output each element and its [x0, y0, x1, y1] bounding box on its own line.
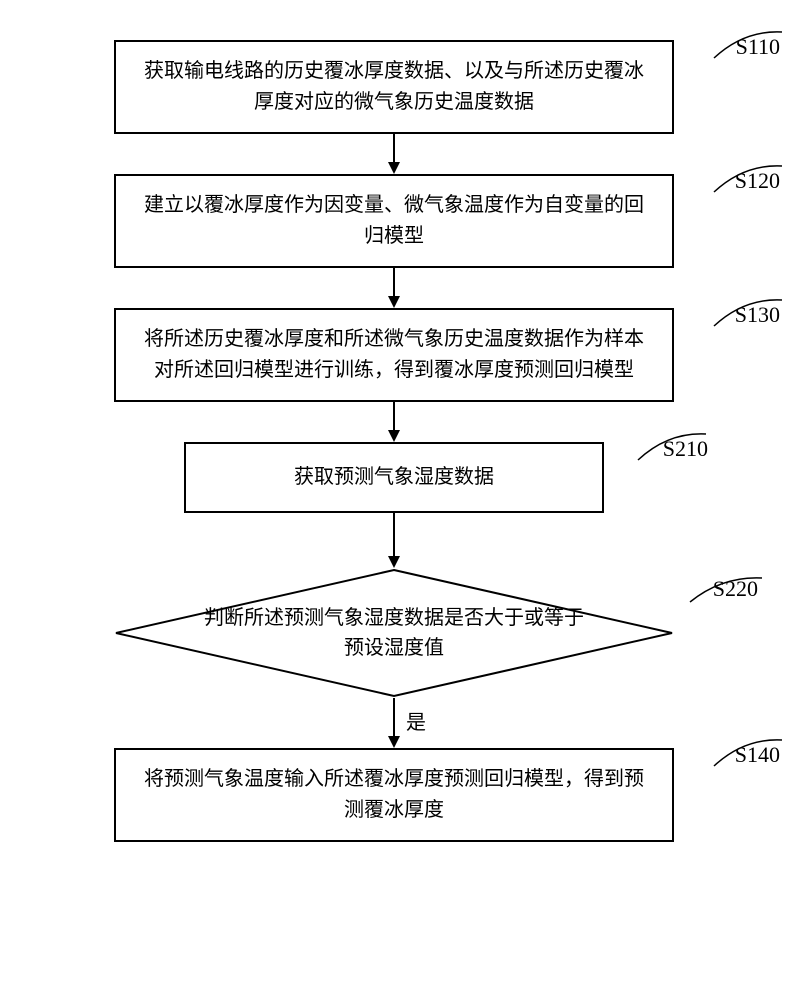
step-text: 获取预测气象湿度数据: [294, 466, 494, 488]
step-s140: 将预测气象温度输入所述覆冰厚度预测回归模型，得到预测覆冰厚度 S140: [64, 748, 724, 842]
step-label: S210: [663, 436, 708, 462]
step-text: 获取输电线路的历史覆冰厚度数据、以及与所述历史覆冰厚度对应的微气象历史温度数据: [144, 60, 644, 113]
step-label: S110: [736, 34, 780, 60]
step-text: 判断所述预测气象湿度数据是否大于或等于预设湿度值: [204, 603, 584, 663]
process-box: 将所述历史覆冰厚度和所述微气象历史温度数据作为样本对所述回归模型进行训练，得到覆…: [114, 308, 674, 402]
process-box: 获取输电线路的历史覆冰厚度数据、以及与所述历史覆冰厚度对应的微气象历史温度数据: [114, 40, 674, 134]
step-s210: 获取预测气象湿度数据 S210: [64, 442, 724, 513]
step-label: S140: [735, 742, 780, 768]
edge-label-yes: 是: [406, 706, 426, 735]
arrow: [64, 402, 724, 442]
step-s130: 将所述历史覆冰厚度和所述微气象历史温度数据作为样本对所述回归模型进行训练，得到覆…: [64, 308, 724, 402]
arrow: [64, 134, 724, 174]
process-box: 将预测气象温度输入所述覆冰厚度预测回归模型，得到预测覆冰厚度: [114, 748, 674, 842]
step-s220: 判断所述预测气象湿度数据是否大于或等于预设湿度值 S220: [64, 568, 724, 698]
flowchart: 获取输电线路的历史覆冰厚度数据、以及与所述历史覆冰厚度对应的微气象历史温度数据 …: [64, 40, 724, 842]
process-box: 建立以覆冰厚度作为因变量、微气象温度作为自变量的回归模型: [114, 174, 674, 268]
arrow: [64, 513, 724, 568]
step-s110: 获取输电线路的历史覆冰厚度数据、以及与所述历史覆冰厚度对应的微气象历史温度数据 …: [64, 40, 724, 134]
step-label: S220: [713, 576, 758, 602]
step-s120: 建立以覆冰厚度作为因变量、微气象温度作为自变量的回归模型 S120: [64, 174, 724, 268]
step-label: S120: [735, 168, 780, 194]
step-label: S130: [735, 302, 780, 328]
step-text: 将预测气象温度输入所述覆冰厚度预测回归模型，得到预测覆冰厚度: [144, 768, 644, 821]
step-text: 将所述历史覆冰厚度和所述微气象历史温度数据作为样本对所述回归模型进行训练，得到覆…: [144, 328, 644, 381]
decision-diamond: 判断所述预测气象湿度数据是否大于或等于预设湿度值: [114, 568, 674, 698]
arrow-yes: 是: [64, 698, 724, 748]
process-box: 获取预测气象湿度数据: [184, 442, 604, 513]
step-text: 建立以覆冰厚度作为因变量、微气象温度作为自变量的回归模型: [144, 194, 644, 247]
arrow: [64, 268, 724, 308]
